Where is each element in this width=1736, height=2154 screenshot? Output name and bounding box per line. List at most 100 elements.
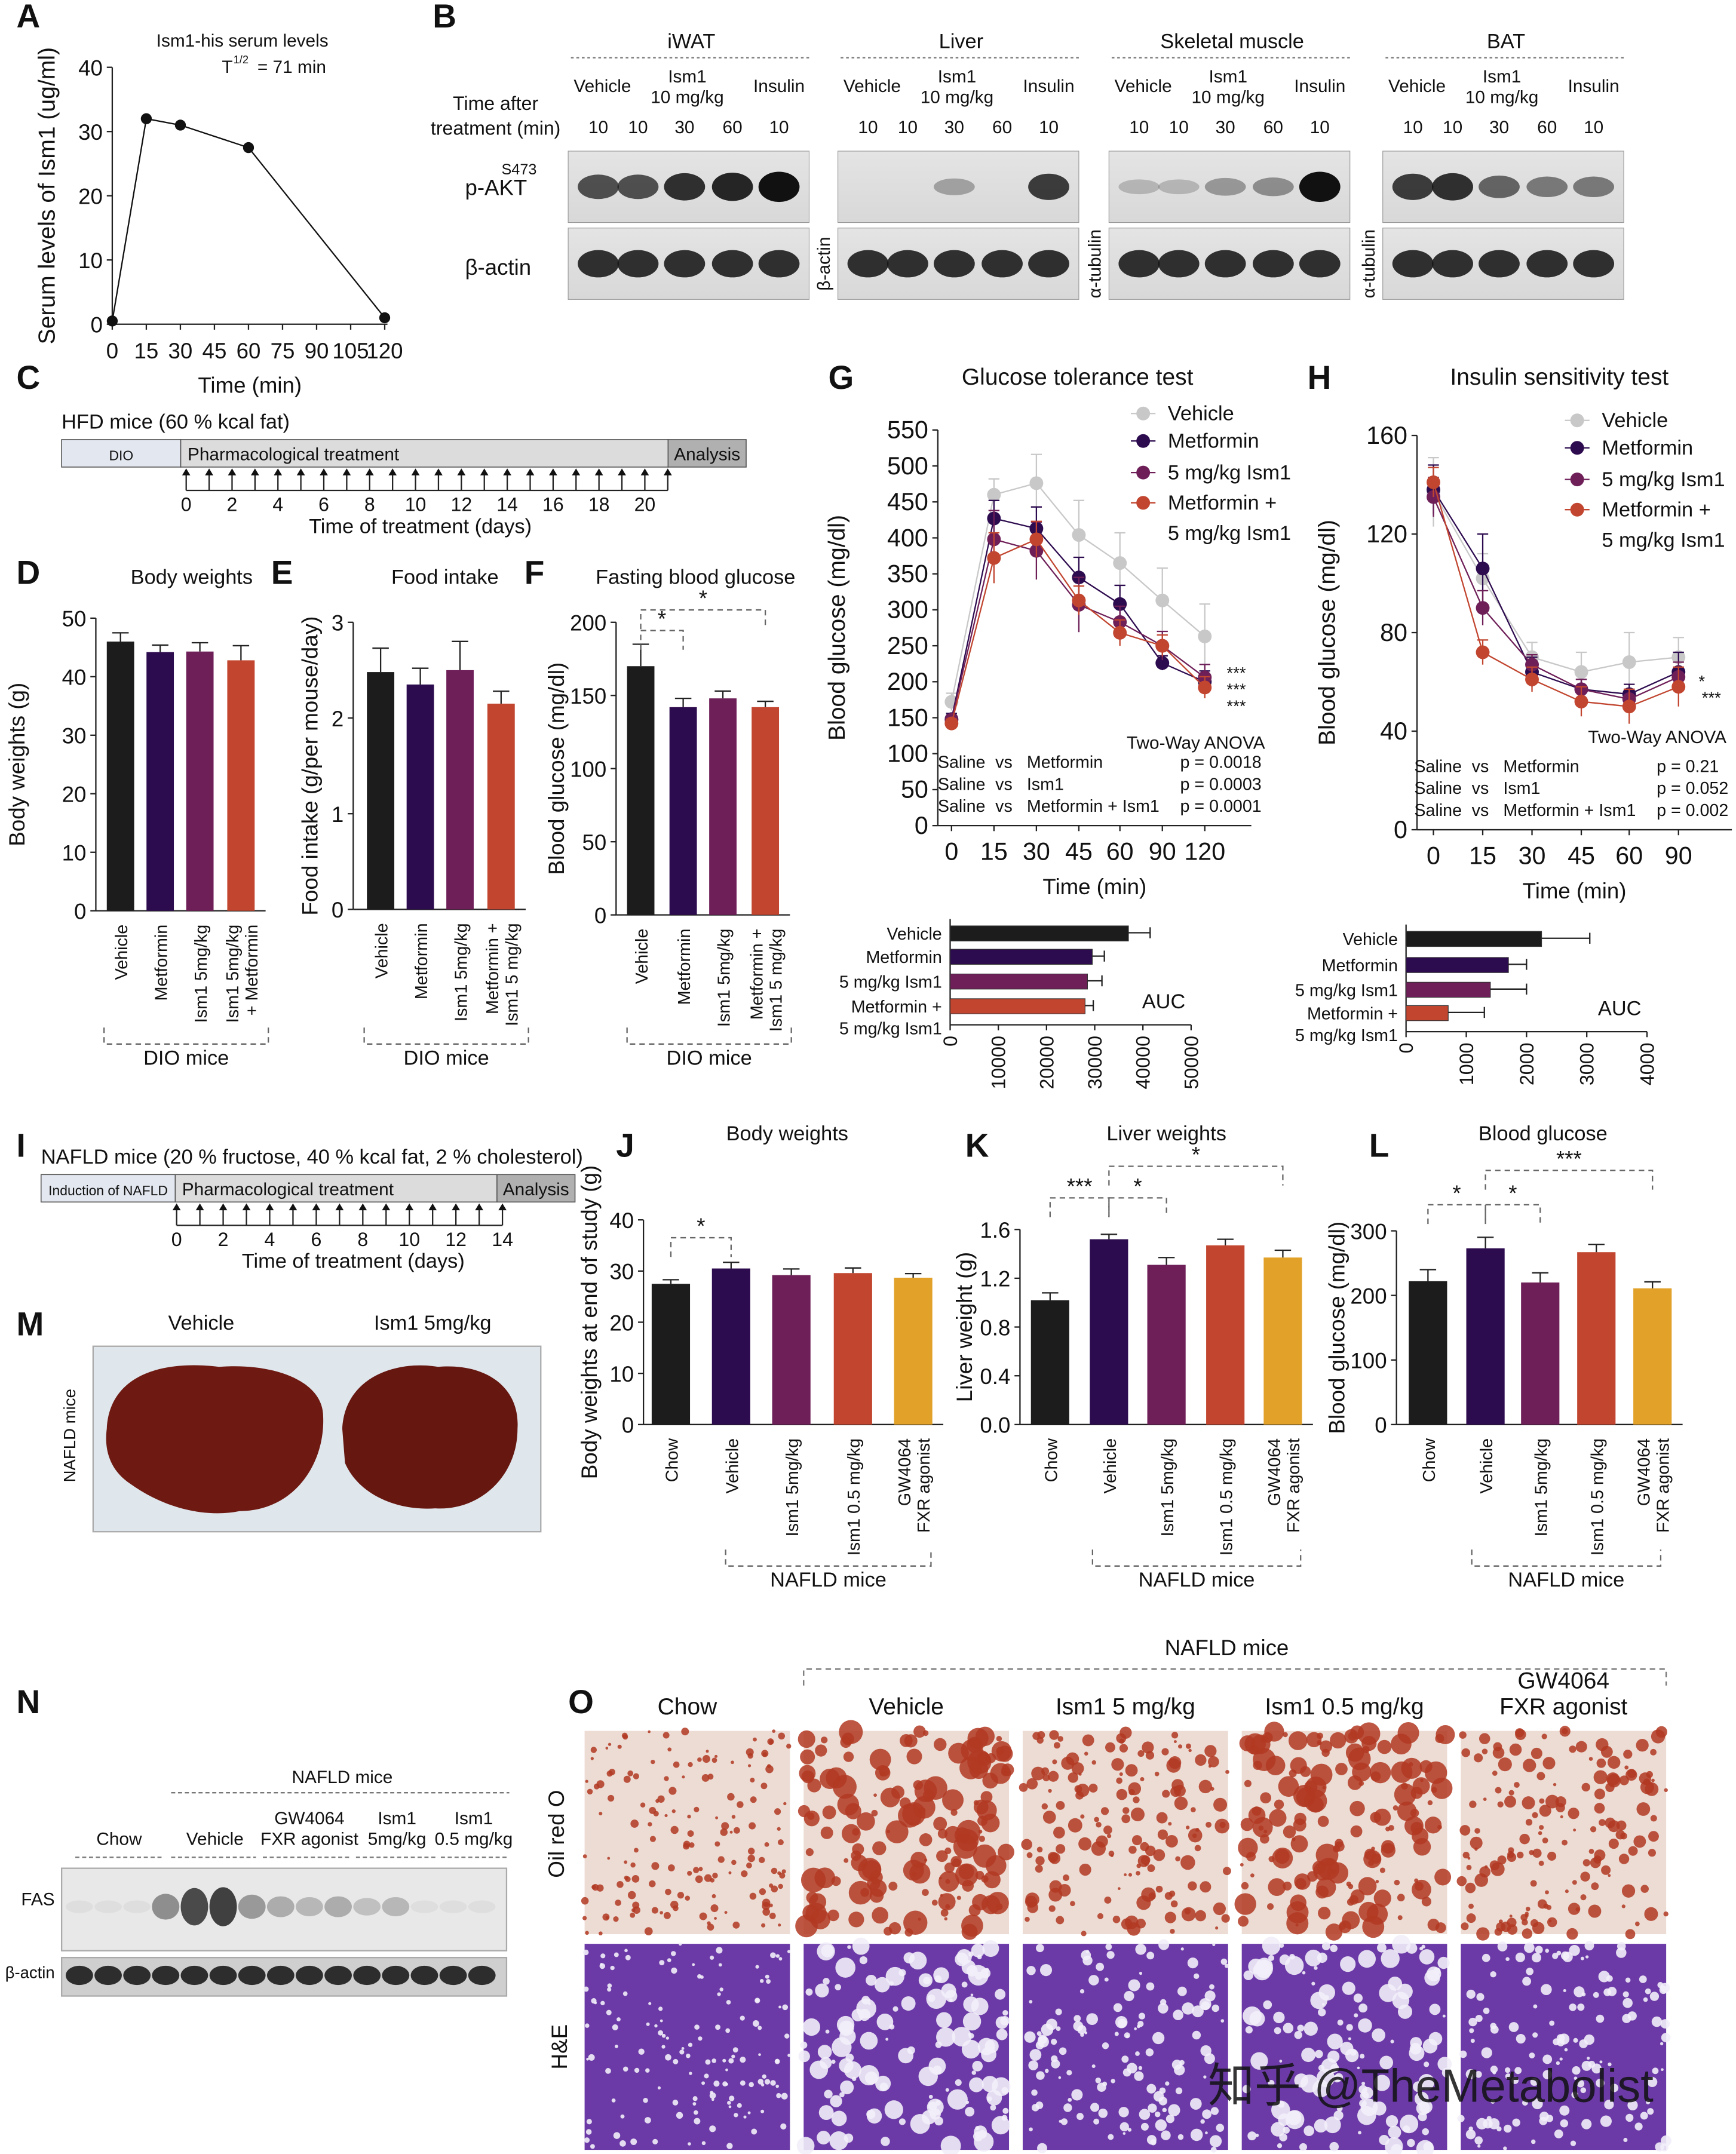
lipid-droplet: [1107, 1834, 1112, 1839]
vacuole: [898, 2118, 906, 2125]
panel-letter: B: [433, 0, 456, 35]
lipid-droplet: [1525, 1818, 1533, 1826]
vacuole: [885, 2038, 889, 2041]
lipid-droplet: [851, 1854, 867, 1871]
lipid-droplet: [1479, 1733, 1490, 1744]
vacuole: [758, 2053, 761, 2056]
vacuole: [947, 2089, 968, 2110]
lipid-droplet: [1650, 1815, 1657, 1822]
vacuole: [802, 2018, 821, 2036]
vacuole: [1623, 2137, 1628, 2143]
lipid-droplet: [582, 1854, 587, 1858]
lipid-droplet: [959, 1756, 983, 1779]
vacuole: [1035, 2101, 1044, 2109]
column-label: Ism1 0.5 mg/kg: [1265, 1694, 1424, 1720]
auc-bar: [949, 998, 1085, 1014]
lipid-droplet: [1320, 1740, 1332, 1753]
stats-cell: p = 0.0001: [1180, 797, 1262, 816]
lipid-droplet: [1385, 1826, 1390, 1831]
vacuole: [1357, 2066, 1360, 2070]
vacuole: [1165, 2081, 1170, 2086]
vacuole: [1441, 2067, 1452, 2078]
timeline-segment: [40, 1174, 176, 1203]
data-point: [243, 142, 254, 154]
vacuole: [775, 2084, 779, 2088]
lipid-droplet: [707, 1773, 714, 1780]
vacuole: [1545, 1949, 1550, 1953]
lipid-droplet: [1507, 1852, 1517, 1862]
lipid-droplet: [582, 1916, 587, 1920]
lipid-droplet: [786, 1744, 792, 1749]
vacuole: [697, 1974, 702, 1979]
lipid-droplet: [909, 1862, 931, 1884]
vacuole: [586, 2119, 592, 2125]
day-tick-label: 0: [181, 493, 192, 515]
vacuole: [671, 1967, 677, 1974]
chart-title: Glucose tolerance test: [962, 364, 1194, 390]
lipid-droplet: [1056, 1801, 1065, 1810]
vacuole: [1549, 2020, 1555, 2026]
lipid-droplet: [1130, 1807, 1145, 1822]
y-tick-label: 500: [887, 452, 928, 480]
vacuole: [716, 1947, 723, 1954]
lipid-droplet: [1171, 1732, 1179, 1739]
lipid-droplet: [1651, 1729, 1666, 1744]
vacuole: [731, 2054, 735, 2058]
lipid-droplet: [779, 1872, 786, 1879]
category-label: FXR agonist: [915, 1438, 934, 1533]
vacuole: [1210, 2107, 1219, 2115]
lipid-droplet: [1618, 1854, 1630, 1864]
y-tick-label: 300: [887, 596, 928, 624]
vacuole: [1340, 1956, 1356, 1972]
lipid-droplet: [663, 1911, 671, 1919]
vacuole: [645, 2117, 651, 2124]
group-label: Ism1: [1209, 67, 1247, 87]
lipid-droplet: [1559, 1726, 1571, 1737]
y-tick-label: 0: [332, 898, 343, 922]
vacuole: [1088, 1975, 1099, 1986]
loading-control-label: α-tubulin: [1085, 229, 1105, 298]
significance-stars: ***: [1067, 1174, 1093, 1198]
category-label: Metformin: [866, 948, 941, 967]
vacuole: [955, 2079, 962, 2086]
series-line-1: [1433, 489, 1679, 695]
vacuole: [927, 2098, 944, 2116]
significance-stars: *: [1508, 1181, 1517, 1205]
row-label: FAS: [21, 1890, 54, 1910]
vacuole: [1082, 1955, 1093, 1966]
y-tick-label: 0: [915, 812, 928, 839]
y-tick-label: 150: [570, 684, 606, 708]
vacuole: [1071, 2089, 1083, 2101]
vacuole: [1511, 2076, 1519, 2084]
stats-cell: Ism1: [1027, 775, 1064, 794]
x-tick-label: 15: [134, 339, 159, 363]
vacuole: [1321, 2058, 1338, 2075]
vacuole: [1649, 1992, 1660, 2001]
time-label: 10: [1039, 118, 1059, 137]
arrow-head-icon: [265, 1203, 274, 1211]
x-tick-label: 90: [1665, 842, 1692, 869]
significance-stars: ***: [1226, 664, 1246, 682]
vacuole: [1200, 2119, 1205, 2124]
vacuole: [1299, 2143, 1308, 2151]
lipid-droplet: [922, 1889, 929, 1896]
vacuole: [1457, 2115, 1465, 2122]
lipid-droplet: [1572, 1880, 1577, 1885]
group-label: GW4064: [274, 1809, 345, 1828]
vacuole: [1162, 2107, 1167, 2113]
blot-band: [1028, 173, 1069, 200]
vacuole: [658, 2030, 664, 2036]
vacuole: [1437, 2057, 1452, 2072]
lipid-droplet: [1053, 1742, 1060, 1749]
lipid-droplet: [1021, 1839, 1032, 1851]
lipid-droplet: [1128, 1873, 1133, 1877]
vacuole: [1535, 1946, 1543, 1954]
vacuole: [825, 2029, 830, 2034]
vacuole: [1311, 1981, 1315, 1986]
arrow-head-icon: [296, 468, 305, 475]
x-axis-label: Time (min): [1042, 875, 1146, 899]
y-tick-label: 200: [570, 611, 606, 636]
fas-blot: [60, 1867, 508, 1952]
vacuole: [710, 2091, 714, 2094]
blot-band: [1573, 176, 1615, 198]
